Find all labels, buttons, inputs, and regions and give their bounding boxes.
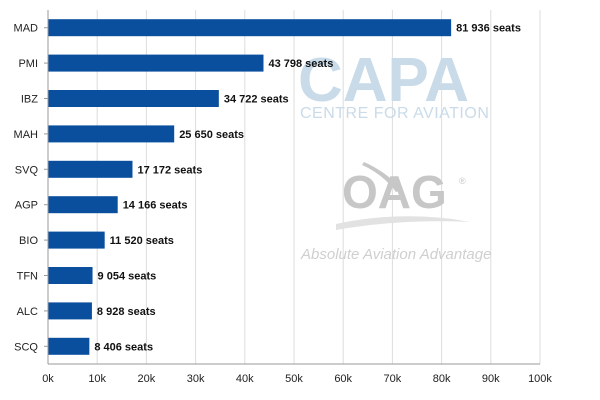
watermark-capa: CAPA CENTRE FOR AVIATION — [298, 46, 489, 122]
bar-bio — [48, 231, 105, 249]
x-tick-label: 90k — [482, 373, 500, 385]
x-tick-label: 0k — [42, 373, 54, 385]
value-label: 43 798 seats — [268, 58, 333, 70]
capa-logo-text: CAPA — [298, 46, 469, 115]
bar-mah — [48, 125, 175, 143]
category-label: MAD — [14, 23, 39, 35]
x-tick-label: 40k — [236, 373, 254, 385]
category-label: MAH — [14, 129, 39, 141]
oag-registered-mark: ® — [459, 176, 466, 186]
value-label: 25 650 seats — [179, 129, 244, 141]
x-tick-label: 60k — [334, 373, 352, 385]
oag-swoosh-icon — [362, 162, 402, 192]
oag-tagline-text: Absolute Aviation Advantage — [300, 246, 491, 263]
bar-svq — [48, 160, 133, 178]
value-label: 8 406 seats — [94, 341, 153, 353]
category-label: TFN — [17, 271, 38, 283]
x-tick-label: 100k — [528, 373, 552, 385]
x-tick-label: 50k — [285, 373, 303, 385]
category-label: PMI — [18, 58, 38, 70]
oag-logo-text: OAG — [342, 166, 447, 218]
bar-ibz — [48, 90, 219, 107]
bar-tfn — [48, 267, 93, 284]
category-label: ALC — [17, 306, 38, 318]
x-tick-label: 20k — [138, 373, 156, 385]
category-label: SVQ — [15, 164, 39, 176]
bar-mad — [48, 19, 452, 37]
axis-layer: 0k 10k 20k 30k 40k 50k 60k 70k 80k 90k 100k MAD PMI I… — [14, 10, 552, 385]
value-label: 11 520 seats — [110, 235, 174, 247]
x-tick-label: 80k — [433, 373, 451, 385]
bar-pmi — [48, 54, 264, 72]
watermark-oag: OAG ® Absolute Aviation Advantage — [300, 162, 491, 263]
bar-layer: 81 936 seats 43 798 seats 34 722 seats 25 6… — [48, 19, 521, 355]
value-label: 34 722 seats — [224, 94, 289, 106]
bar-agp — [48, 196, 118, 214]
category-label: AGP — [15, 200, 38, 212]
value-label: 8 928 seats — [97, 306, 156, 318]
bar-scq — [48, 337, 90, 355]
bar-alc — [48, 302, 92, 320]
capa-subtitle-text: CENTRE FOR AVIATION — [300, 105, 489, 122]
value-label: 17 172 seats — [137, 164, 202, 176]
category-label: IBZ — [21, 94, 38, 106]
x-tick-label: 10k — [88, 373, 106, 385]
value-label: 81 936 seats — [456, 23, 521, 35]
x-tick-label: 30k — [187, 373, 205, 385]
oag-underline-swoosh — [336, 216, 470, 230]
value-label: 14 166 seats — [123, 200, 188, 212]
category-label: BIO — [19, 235, 38, 247]
category-label: SCQ — [14, 341, 38, 353]
value-label: 9 054 seats — [98, 271, 157, 283]
x-tick-label: 70k — [384, 373, 402, 385]
